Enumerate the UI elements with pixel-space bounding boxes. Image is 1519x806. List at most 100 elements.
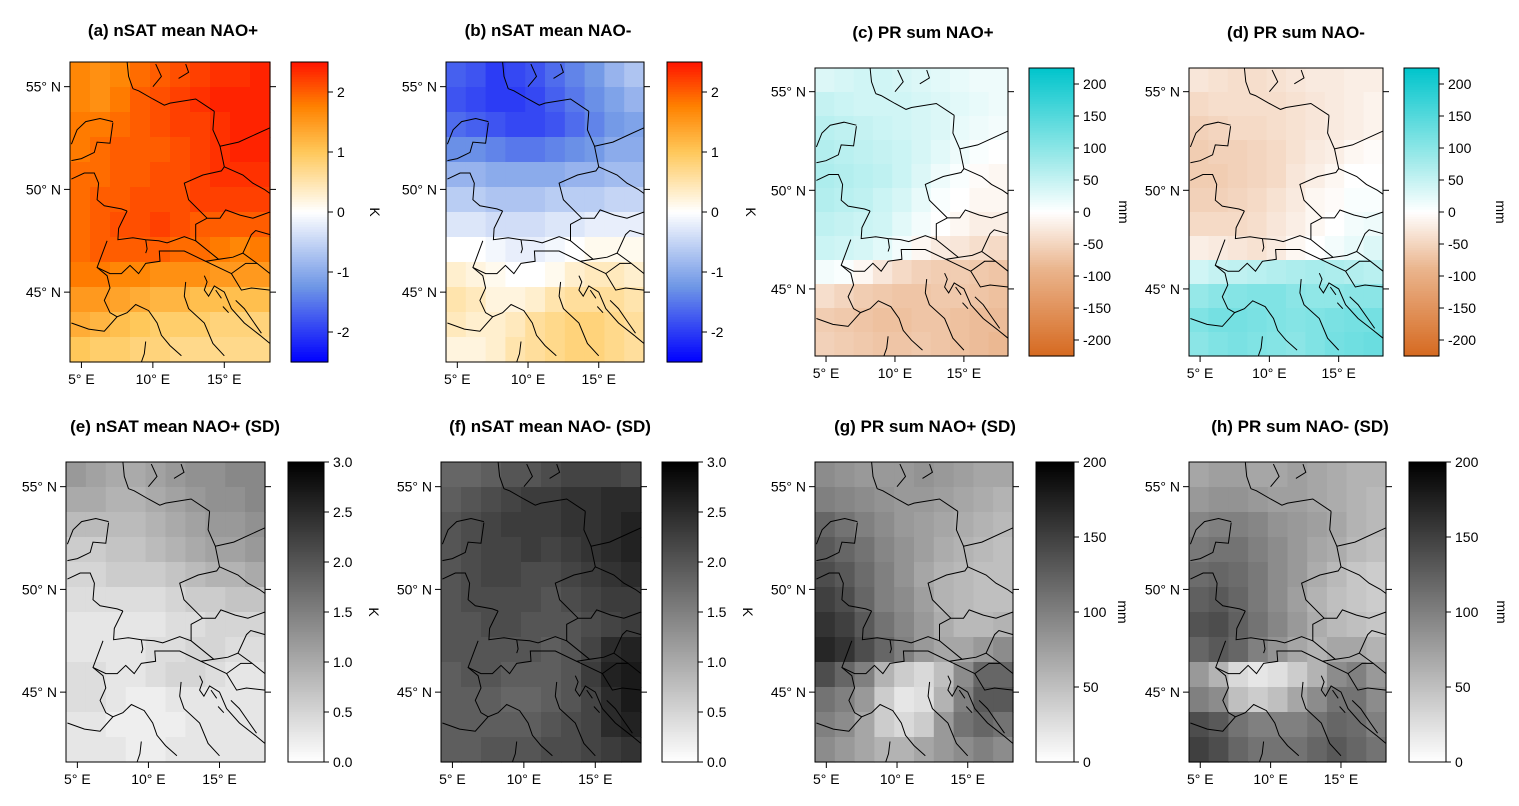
x-tick-label: 10° E — [878, 365, 912, 381]
heatmap-cell — [1267, 712, 1289, 738]
colorbar-step — [291, 259, 328, 263]
heatmap-cell — [953, 487, 974, 513]
colorbar-step — [667, 122, 702, 126]
heatmap-cell — [1266, 92, 1287, 117]
colorbar-step — [1409, 607, 1446, 611]
panel-title: (c) PR sum NAO+ — [852, 23, 993, 42]
border-line — [203, 275, 271, 344]
colorbar-step — [1029, 298, 1074, 302]
colorbar-step — [288, 554, 324, 558]
heatmap-cell — [150, 312, 171, 338]
colorbar-step — [291, 74, 328, 78]
colorbar-step — [662, 682, 698, 686]
colorbar-step — [291, 344, 328, 348]
heatmap-cell — [1228, 562, 1249, 588]
heatmap-cell — [1344, 284, 1365, 309]
colorbar-step — [667, 162, 702, 166]
colorbar-step — [667, 214, 702, 218]
heatmap-cell — [165, 512, 186, 538]
heatmap-cell — [85, 612, 107, 638]
heatmap-cell — [1208, 612, 1229, 638]
colorbar-tick-label: 1.0 — [707, 654, 727, 670]
border-line — [578, 275, 645, 344]
colorbar-step — [667, 94, 702, 98]
heatmap-cell — [1208, 587, 1229, 613]
heatmap-cell — [1287, 512, 1308, 538]
border-line — [605, 273, 645, 291]
colorbar-step — [1029, 77, 1074, 81]
heatmap-cell — [1227, 260, 1248, 285]
colorbar-step — [667, 227, 702, 231]
colorbar-step — [662, 567, 698, 571]
heatmap-cell — [894, 637, 915, 663]
colorbar-step — [662, 647, 698, 651]
border-line — [590, 527, 642, 547]
colorbar-step — [667, 89, 702, 93]
heatmap-cell — [170, 62, 191, 88]
heatmap-cell — [541, 687, 562, 713]
colorbar-tick-label: 2.0 — [333, 554, 353, 570]
colorbar-step — [1036, 534, 1074, 538]
heatmap-cell — [105, 462, 127, 488]
heatmap-cell — [245, 487, 266, 513]
colorbar-step — [667, 262, 702, 266]
colorbar-step — [1409, 542, 1446, 546]
colorbar-step — [1036, 717, 1074, 721]
heatmap-cell — [1208, 637, 1229, 663]
colorbar-step — [667, 184, 702, 188]
border-line — [944, 272, 1009, 339]
border-line — [117, 210, 208, 244]
country-borders — [446, 61, 645, 363]
colorbar-step — [667, 317, 702, 321]
colorbar-step — [1029, 195, 1074, 199]
heatmap-cell — [1346, 737, 1367, 763]
colorbar-tick-label: -2 — [711, 324, 724, 340]
heatmap-cell — [545, 112, 566, 138]
colorbar-step — [1029, 329, 1074, 333]
heatmap-cell — [1363, 92, 1384, 117]
heatmap-cell — [441, 662, 462, 688]
heatmap-cell — [1363, 68, 1384, 93]
heatmap-cell — [1189, 92, 1209, 117]
heatmap-cell — [564, 162, 586, 188]
colorbar-step — [291, 189, 328, 193]
y-tick-label: 50° N — [1145, 182, 1180, 198]
map-frame — [440, 461, 642, 763]
colorbar-step — [1409, 652, 1446, 656]
colorbar-step — [667, 77, 702, 81]
colorbar-step — [667, 212, 702, 216]
colorbar-step — [291, 67, 328, 71]
colorbar-step — [1036, 629, 1074, 633]
heatmap-cell — [969, 188, 990, 213]
colorbar-step — [1404, 279, 1439, 283]
heatmap-cell — [441, 737, 462, 763]
heatmap-cell — [911, 92, 932, 117]
heatmap-cell — [911, 308, 932, 333]
panel-title: (b) nSAT mean NAO- — [465, 21, 632, 40]
border-line — [1214, 264, 1235, 314]
colorbar-step — [1404, 332, 1439, 335]
colorbar-step — [291, 239, 328, 243]
heatmap-cell — [1228, 662, 1249, 688]
colorbar-step — [1036, 572, 1074, 576]
colorbar-tick-label: 0.5 — [707, 704, 727, 720]
heatmap-cell — [85, 637, 107, 663]
colorbar-step — [291, 192, 328, 196]
heatmap-cell — [911, 260, 932, 285]
heatmap-cell — [914, 512, 935, 538]
heatmap-cell — [105, 687, 127, 713]
heatmap-cell — [545, 287, 566, 313]
heatmap-cell — [815, 260, 835, 285]
heatmap-cell — [1228, 637, 1249, 663]
border-line — [442, 522, 485, 562]
border-line — [179, 681, 220, 757]
heatmap-cell — [1267, 512, 1289, 538]
colorbar-step — [1404, 312, 1439, 316]
heatmap-cell — [170, 212, 191, 238]
colorbar-step — [1036, 742, 1074, 746]
heatmap-cell — [541, 637, 562, 663]
colorbar-step — [1029, 214, 1074, 218]
colorbar-step — [1409, 477, 1446, 481]
colorbar-step — [662, 479, 698, 483]
